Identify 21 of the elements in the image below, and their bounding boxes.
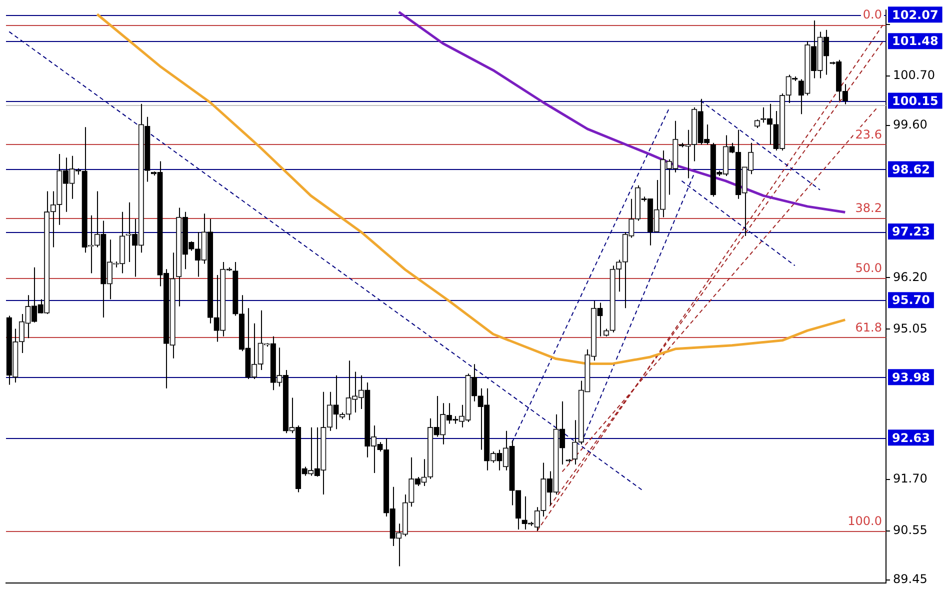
- ref-line-label: 101.48: [892, 34, 938, 48]
- ref-line-label: 100.15: [892, 94, 938, 108]
- ref-line-label: 92.63: [892, 430, 930, 445]
- y-tick-label: 96.20: [893, 270, 928, 284]
- y-tick-label: 91.70: [893, 471, 928, 486]
- annotation: 100.0: [848, 514, 882, 528]
- y-tick-label: 90.55: [893, 522, 928, 537]
- annotation: 61.8: [855, 320, 882, 334]
- y-tick-label: 95.05: [893, 321, 928, 336]
- y-tick-label: 100.70: [893, 68, 935, 82]
- ref-line-label: 95.70: [892, 293, 930, 308]
- y-tick-label: 99.60: [893, 117, 928, 132]
- ref-line-label: 93.98: [892, 370, 930, 384]
- ref-line-label: 97.23: [892, 224, 930, 239]
- annotation: 50.0: [855, 260, 882, 275]
- ref-line-label: 98.62: [892, 162, 930, 176]
- y-tick-label: 89.45: [893, 572, 928, 586]
- ref-line-label: 102.07: [892, 8, 938, 22]
- annotation: 38.2: [855, 201, 882, 216]
- annotation: 0.0: [862, 8, 882, 22]
- annotation: 23.6: [855, 127, 882, 142]
